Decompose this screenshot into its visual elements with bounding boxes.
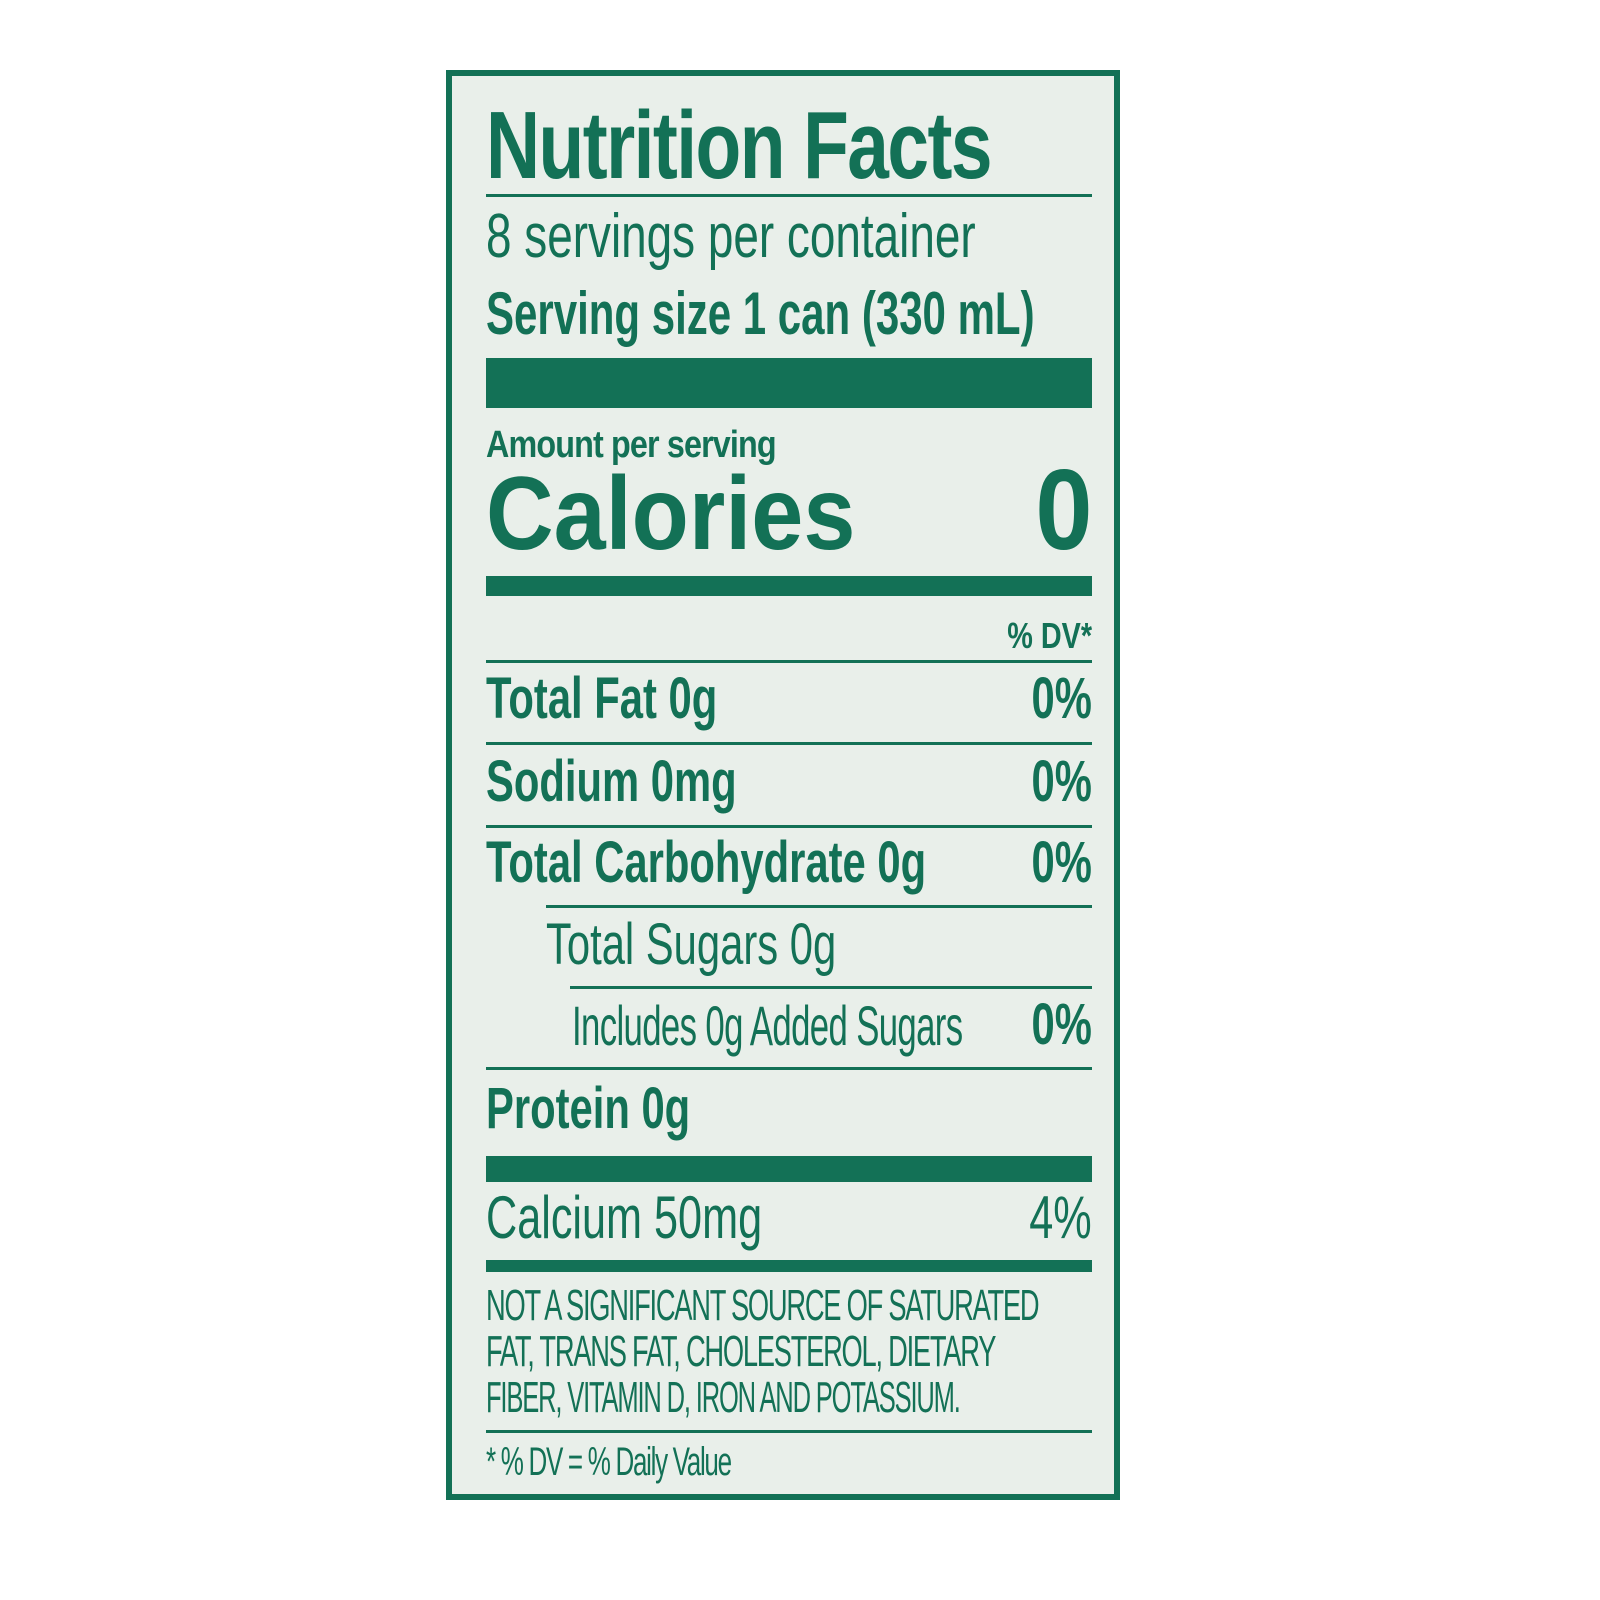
- calories-label: Calories: [486, 456, 856, 572]
- thick-bar: [486, 358, 1092, 408]
- divider: [486, 742, 1092, 745]
- dv-sodium: 0%: [1031, 749, 1092, 814]
- dv-total-carbohydrate: 0%: [1031, 830, 1092, 895]
- medium-bar: [486, 576, 1092, 596]
- dv-calcium: 4%: [1029, 1184, 1092, 1251]
- footnote-line-3: FIBER, VITAMIN D, IRON AND POTASSIUM.: [486, 1373, 961, 1422]
- servings-per-container: 8 servings per container: [486, 202, 976, 271]
- nutrition-facts-label: Nutrition Facts 8 servings per container…: [446, 70, 1120, 1500]
- footnote-line-2: FAT, TRANS FAT, CHOLESTEROL, DIETARY: [486, 1327, 996, 1376]
- dv-note: * % DV = % Daily Value: [486, 1440, 732, 1484]
- thick-bar: [486, 1156, 1092, 1182]
- nutrient-added-sugars: Includes 0g Added Sugars: [572, 994, 963, 1057]
- medium-bar: [486, 1260, 1092, 1272]
- dv-total-fat: 0%: [1031, 666, 1092, 731]
- amount-per-serving: Amount per serving: [486, 424, 777, 466]
- serving-size: Serving size 1 can (330 mL): [486, 280, 1035, 347]
- footnote-line-1: NOT A SIGNIFICANT SOURCE OF SATURATED: [486, 1281, 1040, 1330]
- divider: [486, 1067, 1092, 1070]
- divider: [486, 194, 1092, 197]
- nutrient-calcium: Calcium 50mg: [486, 1184, 763, 1251]
- dv-added-sugars: 0%: [1031, 992, 1092, 1057]
- nutrient-total-fat: Total Fat 0g: [486, 666, 718, 731]
- nutrient-total-sugars: Total Sugars 0g: [546, 912, 837, 977]
- divider: [486, 1430, 1092, 1433]
- divider: [486, 660, 1092, 663]
- divider: [570, 986, 1092, 989]
- nutrient-protein: Protein 0g: [486, 1076, 691, 1141]
- nutrient-sodium: Sodium 0mg: [486, 749, 737, 814]
- divider: [546, 905, 1092, 908]
- nutrient-total-carbohydrate: Total Carbohydrate 0g: [486, 830, 927, 895]
- dv-header: % DV*: [1007, 615, 1092, 656]
- label-title: Nutrition Facts: [486, 92, 992, 199]
- divider: [486, 825, 1092, 828]
- calories-value: 0: [1034, 447, 1092, 574]
